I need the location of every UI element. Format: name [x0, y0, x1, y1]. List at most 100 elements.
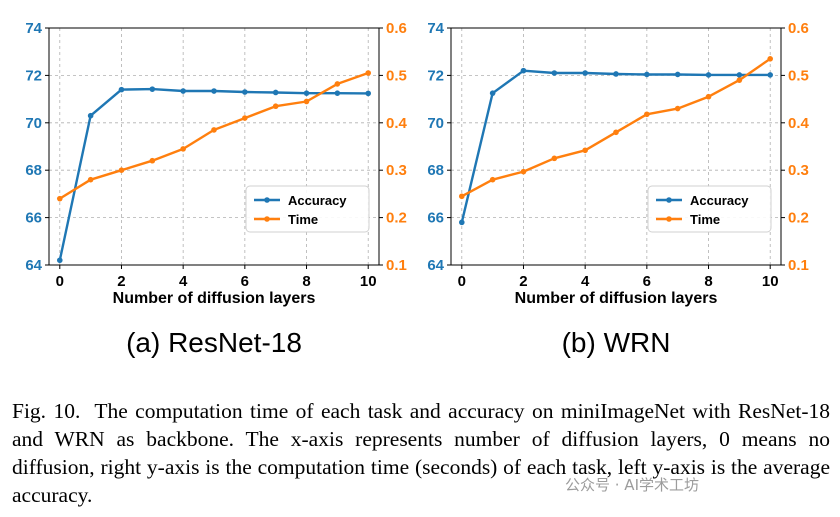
- chart2-ytick-left-label: 64: [427, 257, 444, 274]
- chart2-accuracy-point: [551, 70, 558, 76]
- chart2-time-point: [613, 129, 619, 136]
- chart2-ytick-right-label: 0.3: [788, 162, 809, 179]
- chart2-ytick-right-label: 0.6: [788, 20, 809, 37]
- chart2-xtick-label: 10: [762, 273, 779, 290]
- caption-text: The computation time of each task and ac…: [12, 399, 830, 507]
- chart2-xtick-label: 4: [581, 273, 590, 290]
- chart1-ytick-left-label: 74: [25, 20, 42, 37]
- chart2-accuracy-point: [458, 219, 465, 226]
- chart2-legend-accuracy-marker: [666, 197, 672, 203]
- chart1-ytick-right-label: 0.6: [386, 20, 407, 37]
- chart2-panel-label: (b) WRN: [562, 327, 671, 358]
- chart1-legend-accuracy-marker: [264, 197, 270, 203]
- chart2-time-point: [489, 176, 496, 183]
- chart2-accuracy-point: [736, 72, 743, 78]
- chart2-accuracy-point: [489, 90, 496, 96]
- chart1-accuracy-point: [365, 90, 372, 97]
- chart2-time-point: [736, 77, 743, 83]
- chart1-legend-time-label: Time: [288, 212, 318, 227]
- chart1-legend-time-marker: [264, 216, 270, 222]
- chart1-ytick-right-label: 0.2: [386, 210, 407, 227]
- chart2-xtick-label: 2: [519, 273, 527, 290]
- chart2-ytick-right-label: 0.4: [788, 115, 810, 132]
- chart1-xtick-label: 10: [360, 273, 377, 290]
- chart1-xtick-label: 4: [179, 273, 188, 290]
- chart1-time-point: [87, 176, 94, 183]
- chart1-legend-box: [245, 185, 370, 233]
- chart2-legend-time-label: Time: [690, 212, 720, 227]
- chart1-xtick-label: 2: [117, 273, 125, 290]
- chart1-time-point: [334, 81, 341, 87]
- chart2-ytick-left-label: 70: [427, 115, 444, 132]
- chart1-accuracy-point: [334, 90, 341, 96]
- chart1-time-point: [272, 103, 279, 110]
- chart1-accuracy-point: [272, 89, 279, 96]
- chart1-xlabel: Number of diffusion layers: [113, 290, 316, 307]
- chart1-time-point: [118, 167, 125, 173]
- chart1-xtick-label: 8: [302, 273, 310, 290]
- chart2-ytick-left-label: 72: [427, 67, 444, 84]
- chart1-time-point: [180, 146, 186, 152]
- chart2-legend-accuracy-label: Accuracy: [690, 193, 749, 208]
- chart2-time-line: [461, 57, 771, 198]
- chart1-ytick-right-label: 0.4: [386, 115, 408, 132]
- chart1-ytick-right-label: 0.5: [386, 67, 407, 84]
- chart2-accuracy-point: [705, 72, 712, 78]
- chart1-accuracy-point: [87, 112, 94, 119]
- chart1-time-point: [365, 70, 372, 76]
- chart1-xtick-label: 0: [56, 273, 64, 290]
- chart2-legend-time-marker: [666, 216, 672, 222]
- chart1-ytick-left-label: 72: [25, 67, 42, 84]
- chart1-time-point: [242, 115, 248, 121]
- chart2-accuracy-point: [767, 72, 774, 78]
- caption-label: Fig. 10.: [12, 399, 81, 423]
- chart2-time-point: [551, 155, 558, 162]
- chart2-time-point: [705, 93, 712, 100]
- chart1-frame: [48, 27, 380, 266]
- figure-caption: Fig. 10. The computation time of each tas…: [12, 397, 830, 509]
- chart1-time-point: [149, 157, 156, 164]
- chart2-time-point: [644, 111, 650, 118]
- chart1-accuracy-point: [149, 86, 156, 92]
- chart1-accuracy-point: [56, 257, 63, 264]
- chart2-accuracy-point: [582, 70, 588, 76]
- chart2-time-point: [458, 193, 465, 200]
- chart2-frame: [450, 27, 782, 266]
- chart2-ytick-left-label: 66: [427, 210, 444, 227]
- chart1-legend-accuracy-label: Accuracy: [288, 193, 347, 208]
- chart2-xtick-label: 0: [458, 273, 466, 290]
- chart2-accuracy-point: [520, 67, 527, 74]
- chart1-xtick-label: 6: [241, 273, 249, 290]
- chart1-ytick-right-label: 0.3: [386, 162, 407, 179]
- chart2-time-point: [582, 147, 588, 154]
- chart2-time-point: [674, 105, 681, 112]
- chart2-accuracy-point: [674, 71, 681, 78]
- chart1-accuracy-point: [180, 88, 186, 94]
- chart1-panel-label: (a) ResNet-18: [126, 327, 302, 358]
- chart1-accuracy-point: [118, 86, 125, 93]
- chart2-xtick-label: 8: [704, 273, 712, 290]
- chart2-ytick-right-label: 0.2: [788, 210, 809, 227]
- chart1-ytick-left-label: 64: [25, 257, 42, 274]
- chart1-ytick-right-label: 0.1: [386, 257, 407, 274]
- chart1-ytick-left-label: 70: [25, 115, 42, 132]
- chart1-time-point: [211, 127, 217, 133]
- chart2-ytick-left-label: 68: [427, 162, 444, 179]
- chart1-time-point: [303, 98, 310, 105]
- chart1-time-point: [56, 195, 63, 202]
- chart2-ytick-right-label: 0.5: [788, 67, 809, 84]
- chart1-accuracy-point: [303, 90, 310, 96]
- chart2-xtick-label: 6: [643, 273, 651, 290]
- watermark: 公众号 · AI学术工坊: [565, 476, 699, 494]
- chart2-time-point: [767, 56, 774, 62]
- chart2-ytick-right-label: 0.1: [788, 257, 809, 274]
- chart1-accuracy-point: [242, 89, 248, 95]
- chart2-ytick-left-label: 74: [427, 20, 444, 37]
- chart2-legend-box: [647, 185, 772, 233]
- chart1-ytick-left-label: 68: [25, 162, 42, 179]
- chart1-ytick-left-label: 66: [25, 210, 42, 227]
- chart1-accuracy-point: [211, 88, 217, 94]
